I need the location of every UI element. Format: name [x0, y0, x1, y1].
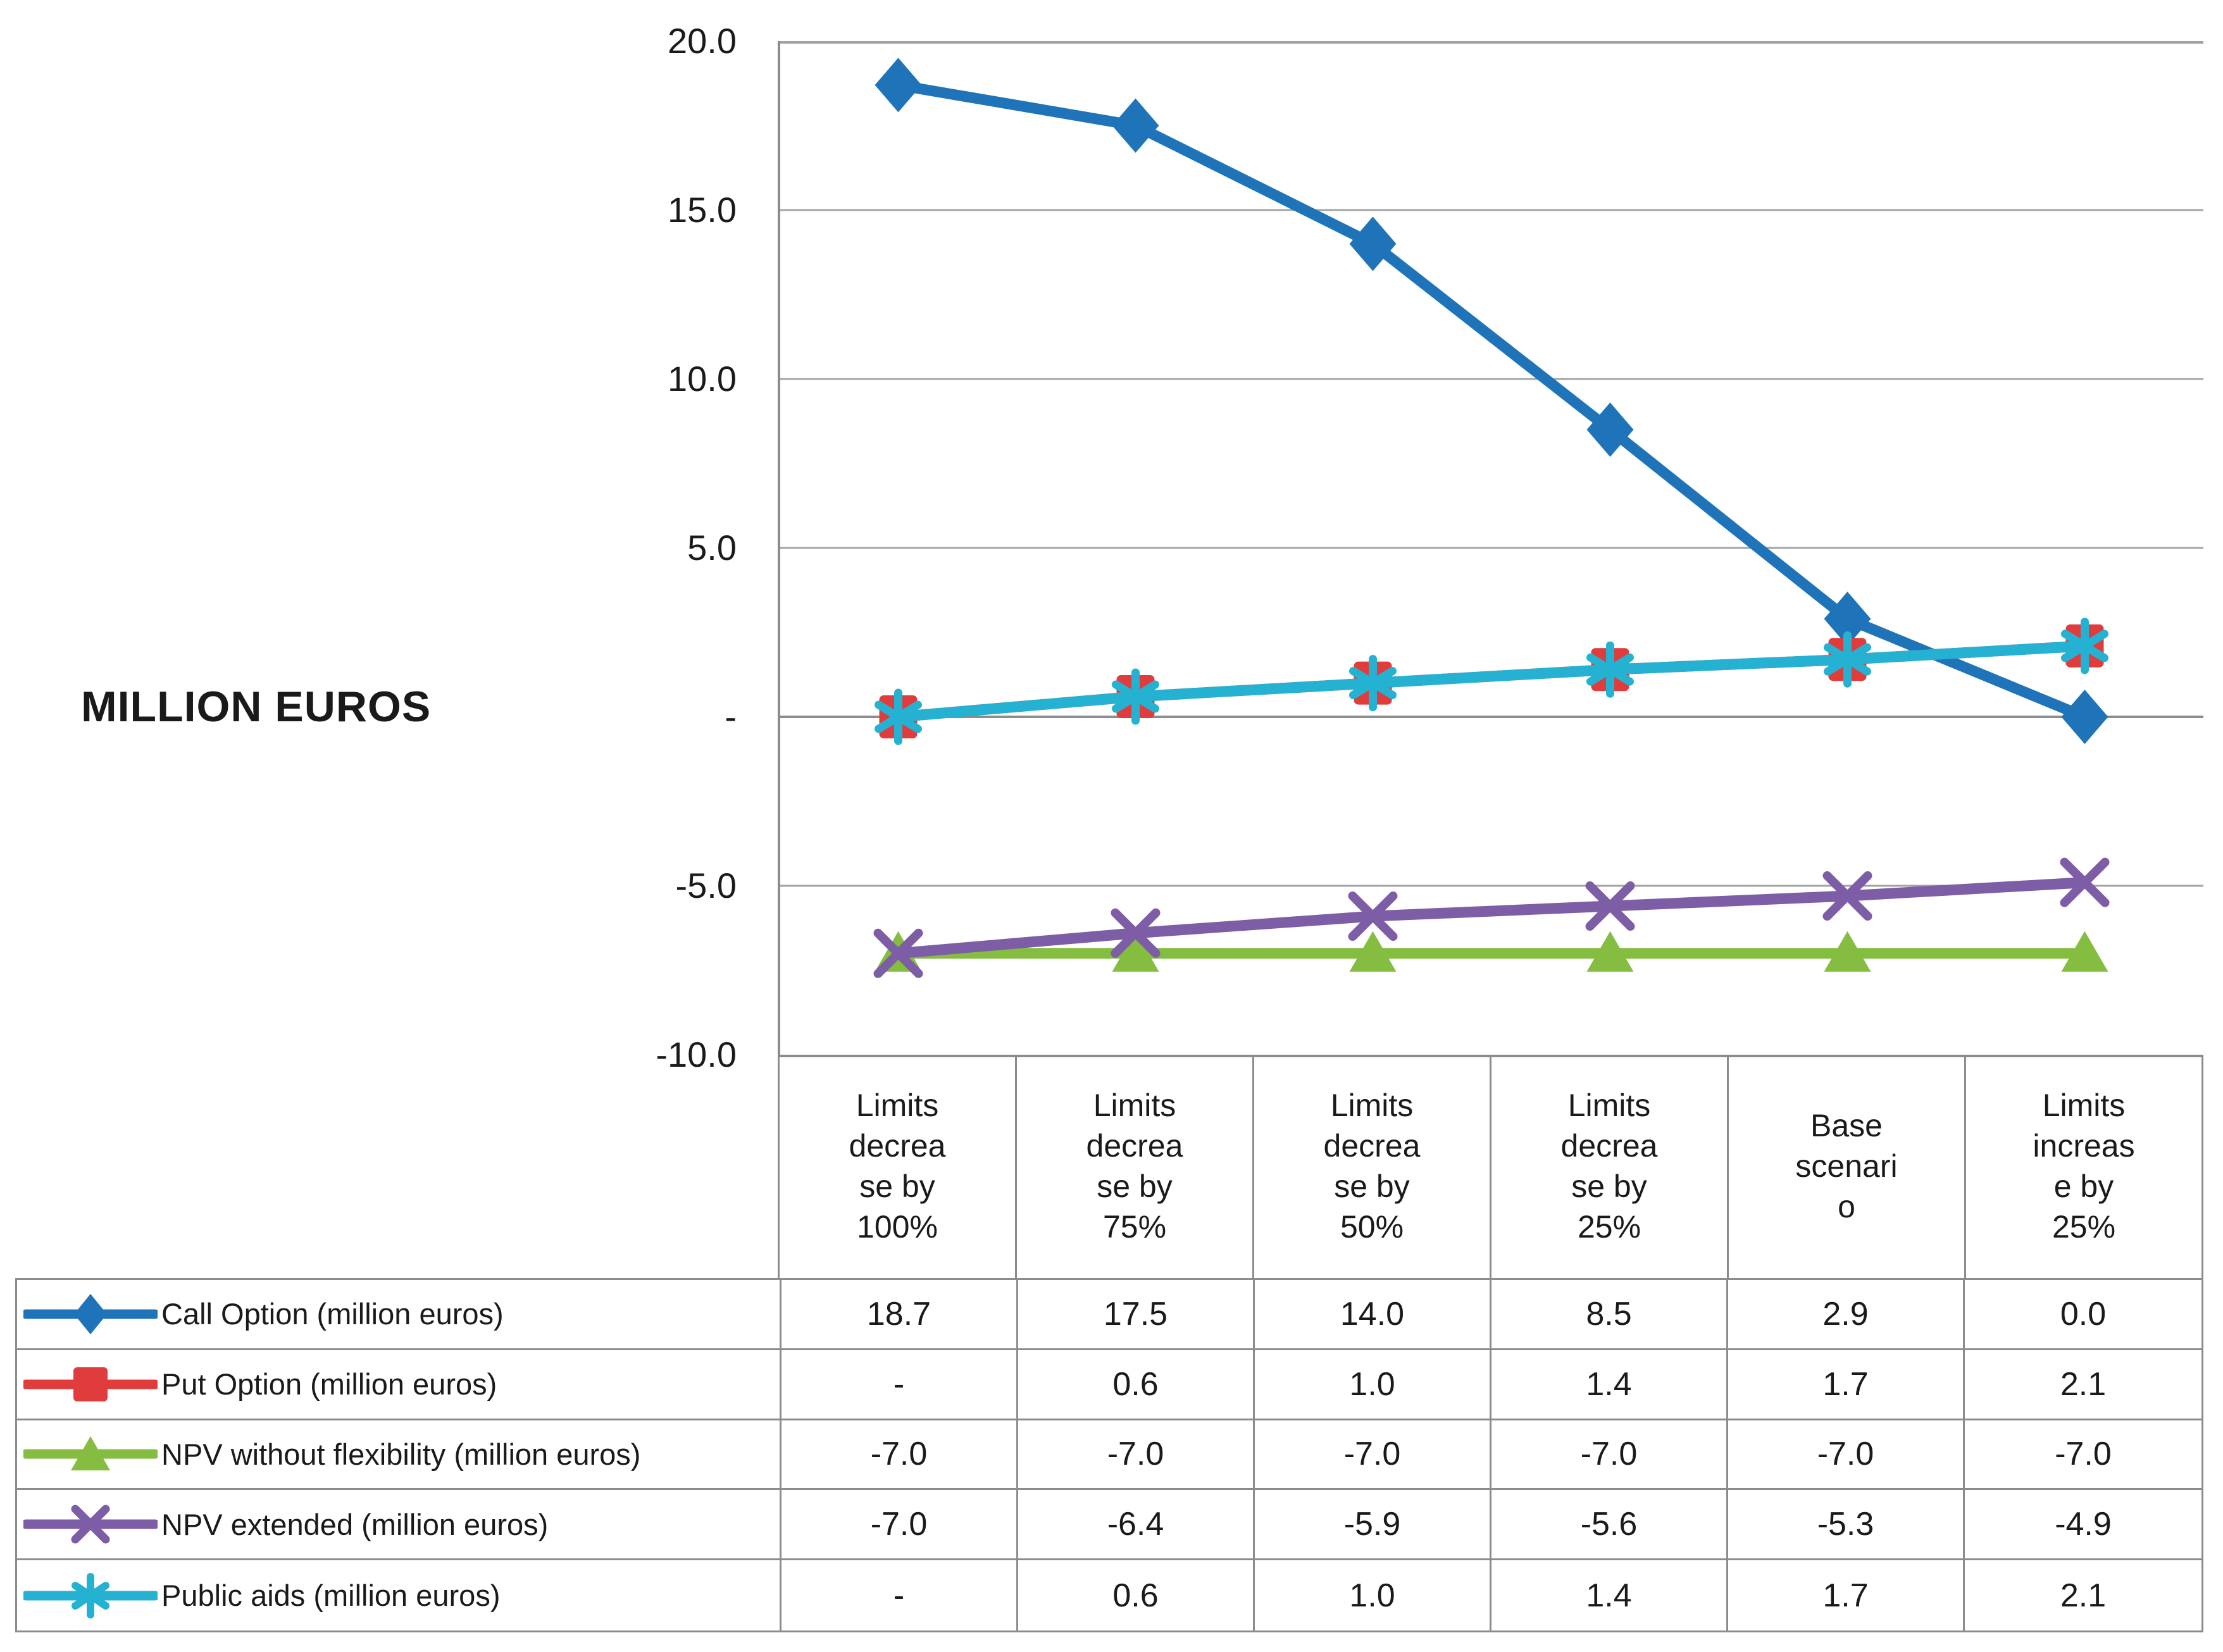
- table-value: 1.0: [1255, 1350, 1491, 1420]
- table-value: 8.5: [1491, 1280, 1728, 1350]
- table-value: 17.5: [1018, 1280, 1255, 1350]
- table-value: -7.0: [1255, 1420, 1491, 1491]
- series-public-aids-million-euros: [875, 618, 2108, 745]
- table-value: 1.7: [1728, 1560, 1965, 1630]
- category-header: Base scenari o: [1729, 1057, 1966, 1278]
- table-value: -: [781, 1560, 1018, 1630]
- table-value: -5.3: [1728, 1490, 1965, 1561]
- series-call-option-million-euros: [875, 58, 2108, 744]
- category-header: Limits decrea se by 75%: [1017, 1057, 1254, 1278]
- y-axis-line: [778, 41, 780, 1632]
- legend-item-public-aids: Public aids (million euros): [17, 1560, 781, 1630]
- legend-label: NPV extended (million euros): [161, 1507, 549, 1541]
- y-axis-title: MILLION EUROS: [81, 683, 432, 731]
- public-aids-line-asterisk-icon: [23, 1572, 158, 1618]
- legend-item-npv-without-flexibility: NPV without flexibility (million euros): [17, 1420, 781, 1491]
- y-tick-label: -5.0: [675, 866, 737, 905]
- table-value: 18.7: [781, 1280, 1018, 1350]
- y-tick-label: 10.0: [668, 359, 737, 399]
- table-value: -7.0: [1018, 1420, 1255, 1491]
- table-value: -7.0: [1728, 1420, 1965, 1491]
- legend-item-call-option: Call Option (million euros): [17, 1280, 781, 1350]
- legend-item-npv-extended: NPV extended (million euros): [17, 1490, 781, 1561]
- legend-item-put-option: Put Option (million euros): [17, 1350, 781, 1420]
- table-value: 14.0: [1255, 1280, 1491, 1350]
- y-tick-label: -10.0: [656, 1034, 737, 1074]
- table-value: 1.4: [1491, 1350, 1728, 1420]
- table-value: 0.0: [1965, 1280, 2201, 1350]
- table-value: 0.6: [1018, 1350, 1255, 1420]
- table-value: -7.0: [1965, 1420, 2201, 1491]
- table-header-row: Limits decrea se by 100% Limits decrea s…: [780, 1055, 2203, 1278]
- table-value: 2.1: [1965, 1350, 2201, 1420]
- legend-label: Public aids (million euros): [161, 1579, 501, 1613]
- category-header: Limits decrea se by 100%: [780, 1057, 1017, 1278]
- y-tick-label: 5.0: [687, 528, 737, 568]
- chart-plot-area: [780, 41, 2203, 978]
- y-tick-label: 20.0: [668, 21, 737, 61]
- y-tick-label: 15.0: [668, 190, 737, 230]
- table-value: 1.7: [1728, 1350, 1965, 1420]
- table-value: 0.6: [1018, 1560, 1255, 1630]
- table-value: -7.0: [781, 1490, 1018, 1561]
- table-value: -: [781, 1350, 1018, 1420]
- table-value: -4.9: [1965, 1490, 2201, 1561]
- y-tick-label: -: [725, 697, 737, 736]
- table-value: 1.0: [1255, 1560, 1491, 1630]
- legend-label: Put Option (million euros): [161, 1367, 497, 1401]
- category-header: Limits decrea se by 25%: [1491, 1057, 1729, 1278]
- table-value: 1.4: [1491, 1560, 1728, 1630]
- table-value: 2.9: [1728, 1280, 1965, 1350]
- legend-label: Call Option (million euros): [161, 1297, 504, 1331]
- table-value: -5.9: [1255, 1490, 1491, 1561]
- table-value: -6.4: [1018, 1490, 1255, 1561]
- table-value: -7.0: [1491, 1420, 1728, 1491]
- table-value: -7.0: [781, 1420, 1018, 1491]
- category-header: Limits decrea se by 50%: [1254, 1057, 1491, 1278]
- put-option-line-square-icon: [23, 1367, 158, 1401]
- series-npv-extended-million-euros: [873, 857, 2110, 978]
- legend-label: NPV without flexibility (million euros): [161, 1437, 641, 1471]
- data-table: Call Option (million euros) 18.7 17.5 14…: [15, 1278, 2203, 1632]
- table-value: 2.1: [2060, 1577, 2107, 1614]
- npv-extended-line-x-icon: [23, 1505, 158, 1544]
- call-option-line-diamond-icon: [23, 1293, 158, 1334]
- npv-without-flexibility-line-triangle-icon: [23, 1436, 158, 1471]
- table-value: -5.6: [1491, 1490, 1728, 1561]
- category-header: Limits increas e by 25%: [1966, 1057, 2203, 1278]
